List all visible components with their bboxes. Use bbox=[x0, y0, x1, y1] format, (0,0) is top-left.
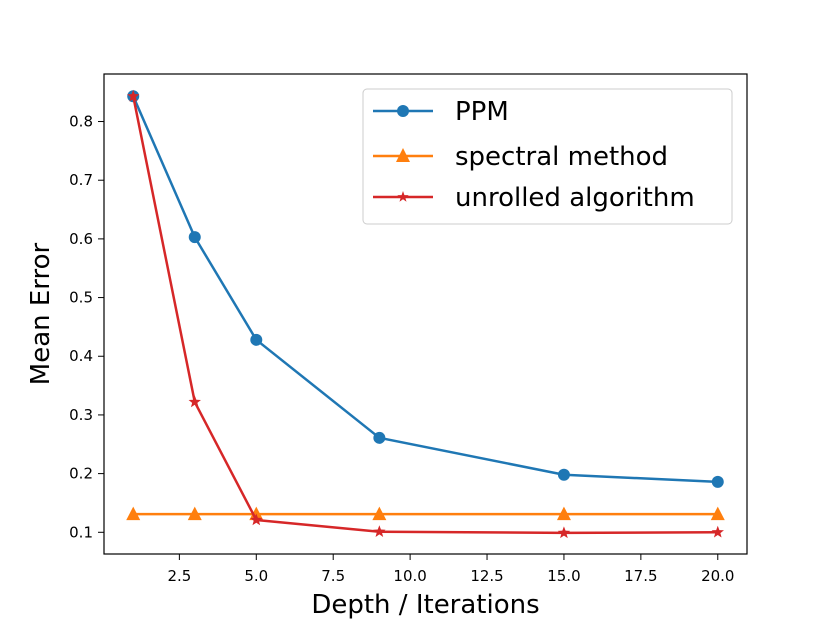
data-point-ppm bbox=[711, 475, 724, 488]
legend-label-spectral-method: spectral method bbox=[455, 142, 668, 172]
data-point-ppm bbox=[557, 468, 570, 481]
series-line-ppm bbox=[132, 95, 718, 484]
series-layer bbox=[126, 89, 725, 539]
plot-frame bbox=[103, 73, 748, 555]
x-axis-label: Depth / Iterations bbox=[311, 590, 539, 620]
series-line-unrolled-algorithm bbox=[132, 96, 718, 535]
y-tick-label: 0.7 bbox=[69, 171, 93, 189]
y-tick-label: 0.5 bbox=[69, 289, 93, 307]
y-tick-label: 0.1 bbox=[69, 523, 93, 541]
data-point-unrolled-algorithm bbox=[373, 525, 386, 537]
x-axis-ticks: 2.5 5.0 7.5 10.0 12.5 15.0 17.5 20.0 bbox=[167, 554, 734, 585]
data-point-spectral-method bbox=[372, 506, 387, 521]
y-tick-label: 0.8 bbox=[69, 113, 93, 131]
y-tick-label: 0.3 bbox=[69, 406, 93, 424]
y-tick-label: 0.2 bbox=[69, 465, 93, 483]
data-point-ppm bbox=[250, 333, 263, 346]
x-tick-label: 7.5 bbox=[321, 567, 345, 585]
legend-frame bbox=[362, 88, 733, 225]
y-tick-label: 0.4 bbox=[69, 347, 93, 365]
data-point-spectral-method bbox=[126, 506, 141, 521]
x-tick-label: 2.5 bbox=[167, 567, 191, 585]
legend-entry-ppm: PPM bbox=[373, 97, 509, 127]
legend-marker-ppm bbox=[397, 105, 409, 117]
x-tick-label: 15.0 bbox=[547, 567, 580, 585]
data-point-ppm bbox=[373, 431, 386, 444]
legend-entry-unrolled-algorithm: unrolled algorithm bbox=[373, 183, 695, 213]
data-point-unrolled-algorithm bbox=[711, 525, 724, 538]
data-point-unrolled-algorithm bbox=[188, 395, 201, 408]
legend-label-ppm: PPM bbox=[455, 97, 509, 127]
y-axis-ticks: 0.1 0.2 0.3 0.4 0.5 0.6 0.7 0.8 bbox=[69, 113, 104, 541]
y-tick-label: 0.6 bbox=[69, 230, 93, 248]
data-point-unrolled-algorithm bbox=[127, 89, 140, 102]
data-point-unrolled-algorithm bbox=[557, 526, 571, 539]
x-tick-label: 5.0 bbox=[244, 567, 268, 585]
data-point-spectral-method bbox=[556, 506, 571, 521]
y-axis-label: Mean Error bbox=[26, 242, 56, 385]
data-point-spectral-method bbox=[249, 506, 264, 521]
data-point-ppm bbox=[188, 231, 201, 244]
legend: PPM spectral method unrolled algorithm bbox=[362, 88, 733, 225]
data-point-spectral-method bbox=[710, 506, 725, 521]
legend-marker-unrolled-algorithm bbox=[397, 191, 409, 202]
data-point-spectral-method bbox=[187, 506, 202, 521]
data-point-unrolled-algorithm bbox=[250, 513, 263, 526]
x-tick-label: 12.5 bbox=[470, 567, 503, 585]
x-tick-label: 17.5 bbox=[624, 567, 657, 585]
legend-entry-spectral-method: spectral method bbox=[373, 142, 668, 172]
legend-label-unrolled-algorithm: unrolled algorithm bbox=[455, 183, 695, 213]
x-tick-label: 20.0 bbox=[701, 567, 734, 585]
x-tick-label: 10.0 bbox=[393, 567, 426, 585]
legend-marker-spectral-method bbox=[396, 148, 410, 162]
